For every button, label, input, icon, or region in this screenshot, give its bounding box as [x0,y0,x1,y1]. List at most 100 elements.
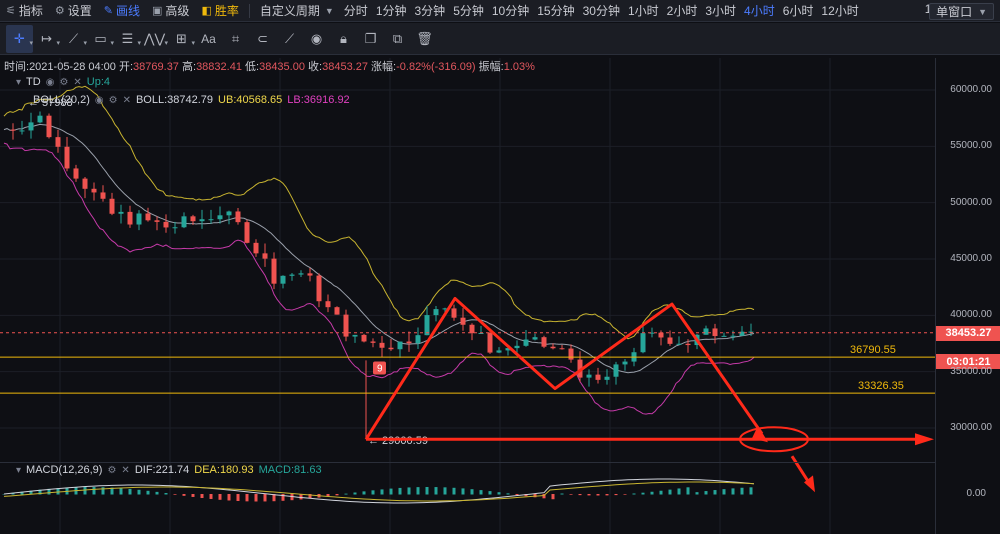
horizontal-ray-tool[interactable]: ↦ ▾ [33,25,60,53]
macd-bar [47,488,51,495]
indicator-button[interactable]: ⚟ 指标 [0,0,49,22]
winrate-button[interactable]: ◧ 胜率 [195,0,244,22]
period-tab[interactable]: 10分钟 [491,4,530,18]
period-tab[interactable]: 分时 [343,4,368,18]
custom-period-dropdown[interactable]: 自定义周期 ▼ [254,0,340,22]
draw-button[interactable]: ✎ 画线 [98,0,146,22]
candle-body [127,211,133,225]
crosshair-tool[interactable]: ✛ ▾ [6,24,33,53]
trend-line-tool[interactable]: ⟋ ▾ [60,25,87,53]
candle-body [496,350,502,353]
delete-tool[interactable]: 🗑︎ [411,25,438,53]
candle-body [46,115,52,138]
open-value: 38769.37 [133,61,179,73]
boll-legend[interactable]: BOLL(20,2) ◉ ⚙ ✕ BOLL:38742.79 UB:40568.… [33,94,350,106]
pen-icon: ✎ [103,5,113,17]
window-layout-dropdown[interactable]: 单窗口 ▼ [929,3,994,20]
eye-tool[interactable]: ◉ [303,25,330,53]
fib-tool[interactable]: ☰ ▾ [114,25,141,53]
eye-icon: ◉ [310,30,323,46]
period-tab[interactable]: 2小时 [666,4,698,18]
macd-bar [182,494,186,496]
candle-body [577,359,583,378]
wave-tool[interactable]: ⋀⋁ ▾ [141,25,168,53]
collapse-icon[interactable]: ▾ [16,464,22,476]
top-toolbar: ⚟ 指标 ⚙ 设置 ✎ 画线 ▣ 高级 ◧ 胜率 自定义周期 ▼ 分时 1分钟 3分钟 5分钟 10… [0,0,1000,22]
gear-icon[interactable]: ⚙ [59,76,69,88]
candle-body [235,211,241,223]
candle-body [487,333,493,353]
candle-body [451,308,457,318]
text-tool[interactable]: Aa [195,25,222,53]
pattern-tool[interactable]: ⌗ [222,25,249,53]
arrowhead [752,425,768,443]
gear-icon[interactable]: ⚙ [108,94,118,106]
pane-divider[interactable] [0,462,935,463]
period-tab[interactable]: 3小时 [705,4,737,18]
copy-tool[interactable]: ❐ [357,25,384,53]
price-axis[interactable]: 38453.27 03:01:21 0.00 60000.00 55000.00 5… [935,58,1000,534]
close-label: 收: [308,61,323,73]
macd-zero-tick: 0.00 [966,488,986,499]
candle-body [586,374,592,378]
advanced-button[interactable]: ▣ 高级 [146,0,195,22]
period-tab[interactable]: 1小时 [627,4,659,18]
boll-upper-line [3,85,755,340]
candle-body [109,198,115,214]
period-tab[interactable]: 12小时 [821,4,859,18]
period-tab[interactable]: 5分钟 [453,4,484,18]
macd-bar [245,494,249,502]
collapse-icon[interactable]: ▾ [16,76,22,88]
window-label: 单窗口 [936,5,973,19]
period-tab[interactable]: 15分钟 [537,4,575,18]
candle-body [604,376,610,380]
measure-tool[interactable]: ⊞ ▾ [168,25,195,53]
settings-button[interactable]: ⚙ 设置 [49,0,98,22]
trash-icon: 🗑︎ [416,30,433,46]
ruler-tool[interactable]: ⟋ [276,25,303,53]
advanced-label: 高级 [165,4,190,18]
candle-body [721,335,727,337]
macd-bar [641,492,645,495]
low-marker: ← 29000.59 [368,435,428,447]
eye-icon[interactable]: ◉ [45,76,55,88]
period-tab[interactable]: 6小时 [782,4,814,18]
magnet-tool[interactable]: ⊂ [249,25,276,53]
eye-icon[interactable]: ◉ [94,94,104,106]
gear-icon[interactable]: ⚙ [107,464,117,476]
period-tab[interactable]: 30分钟 [582,4,620,18]
candle-body [388,347,394,350]
period-tab[interactable]: 4小时 [744,4,775,18]
close-icon[interactable]: ✕ [73,76,82,88]
dif-value: 221.74 [155,464,190,476]
period-tab[interactable]: 1分钟 [375,4,407,18]
price-chart[interactable]: 36790.55 33326.35 ← 57988 ← 29000.59 9 [0,58,935,534]
macd-bar [326,494,330,497]
indicator-label: 指标 [18,4,43,18]
candle-body [289,274,295,276]
macd-bar [740,487,744,495]
drawing-toolbar: ✛ ▾ ↦ ▾ ⟋ ▾ ▭ ▾ ☰ ▾ ⋀⋁ ▾ ⊞ ▾ Aa ⌗ ⊂ ⟋ ◉ 🔒︎ ❐ ⧉ … [0,23,1000,55]
candle-body [190,216,196,222]
candle-body [739,331,745,336]
caret-icon: ▾ [56,39,60,47]
rectangle-tool[interactable]: ▭ ▾ [87,25,114,53]
dea-value: 180.93 [219,464,254,476]
macd-bar [488,491,492,495]
high-label: 高: [182,61,197,73]
macd-bar [407,487,411,495]
macd-bar [560,493,564,495]
close-icon[interactable]: ✕ [121,464,130,476]
macd-bar [218,494,222,500]
caret-icon: ▾ [110,39,114,47]
layers-tool[interactable]: ⧉ [384,25,411,53]
lock-tool[interactable]: 🔒︎ [330,25,357,53]
macd-bar [461,488,465,495]
candle-body [559,348,565,350]
candle-body [199,219,205,222]
close-icon[interactable]: ✕ [122,94,131,106]
macd-bar [299,494,303,500]
macd-legend[interactable]: ▾ MACD(12,26,9) ⚙ ✕ DIF:221.74 DEA:180.9… [16,464,322,476]
td-legend[interactable]: ▾ TD ◉ ⚙ ✕ Up:4 [16,76,110,88]
period-tab[interactable]: 3分钟 [414,4,446,18]
